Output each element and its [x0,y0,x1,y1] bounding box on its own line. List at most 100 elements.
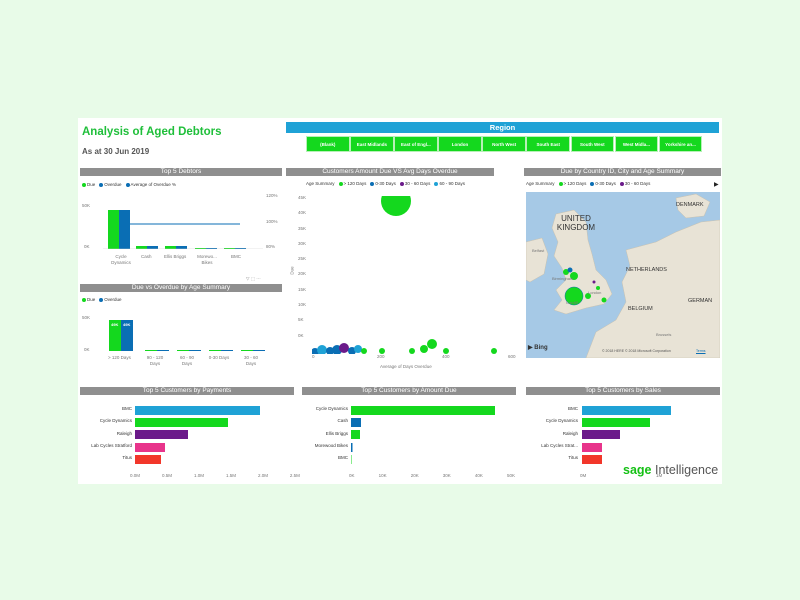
legend-item-60-90[interactable]: 60 - 90 Days [434,181,465,186]
x-tick: 0.0M [130,473,141,478]
map-label-netherlands: NETHERLANDS [626,267,667,273]
category-label: Cycle Dynamics [99,418,132,424]
legend-item-over-120[interactable]: > 120 Days [338,181,366,186]
scatter-point [339,343,349,353]
x-tick: 1.0M [193,473,204,478]
scatter-panel: Customers Amount Due VS Avg Days Overdue… [286,168,494,186]
region-button-blank[interactable]: (Blank) [306,136,350,152]
legend-item-average-overdue[interactable]: Average of Overdue % [125,182,176,187]
y-tick: 40K [298,210,307,216]
map-label-belgium: BELGIUM [628,306,653,312]
bing-logo: ▶ Bing [528,344,548,351]
map-copyright: © 2018 HERE © 2018 Microsoft Corporation [602,349,671,353]
x-tick: 60 - 90 Days [179,355,194,366]
y-tick: 10K [298,302,307,308]
bar-overdue-ellis-briggs [176,246,187,249]
scatter-point [354,345,362,353]
category-label: BMC [338,455,348,461]
x-tick: 40K [474,473,483,478]
amount-due-x-axis: 0K 10K 20K 30K 40K 50K [349,473,515,478]
category-label: Raleigh [116,430,132,436]
legend-item-0-30[interactable]: 0-30 Days [370,181,396,186]
legend-item-overdue[interactable]: Overdue [99,297,122,302]
x-tick: 1.5M [225,473,236,478]
x-tick-cash: Cash [141,254,152,259]
bar-overdue-0-30 [221,350,233,351]
bar-cycle-dynamics [351,406,495,415]
sage-wordmark: sage [623,463,652,477]
region-button-north-west[interactable]: North West [482,136,526,152]
category-label: Titus [122,455,132,461]
payments-x-axis: 0.0M 0.5M 1.0M 1.5M 2.0M 2.5M [130,473,300,478]
category-label: Cycle Dynamics [545,418,578,424]
map-bubble [567,267,573,273]
region-button-south-east[interactable]: South East [526,136,570,152]
x-tick: 2.0M [257,473,268,478]
bar-due-bmc [224,248,235,249]
payments-panel: Top 5 Customers by Payments [80,387,294,395]
x-tick-ellis-briggs: Ellis Briggs [164,254,187,259]
map-city-label: Belfast [532,248,545,253]
legend-item-30-60[interactable]: 30 - 60 Days [619,181,650,186]
age-summary-title: Due vs Overdue by Age Summary [80,284,282,292]
legend-item-over-120[interactable]: > 120 Days [558,181,586,186]
scatter-point [348,347,356,354]
amount-due-title: Top 5 Customers by Amount Due [302,387,516,395]
top5-debtors-legend: Due Overdue Average of Overdue % [82,182,282,187]
bar-due-0-30 [209,350,221,351]
bar-bmc [135,406,260,415]
sage-intelligence-logo: sage Intelligence [623,463,718,477]
region-button-west-midlands[interactable]: West Midla... [614,136,659,152]
category-label: Raleigh [562,430,578,436]
legend-item-overdue[interactable]: Overdue [99,182,122,187]
bar-overdue-90-120 [157,350,169,351]
legend-item-due[interactable]: Due [82,182,95,187]
scatter-point [361,348,367,354]
y-tick: 30K [298,240,307,246]
top5-debtors-panel: Top 5 Debtors Due Overdue Average of Ove… [80,168,282,187]
bar-overdue-30-60 [253,350,265,351]
map-terms-link[interactable]: Terms [696,349,706,353]
region-button-london[interactable]: London [438,136,482,152]
age-summary-chart [109,320,265,351]
y-tick: 0K [298,332,304,338]
x-tick: 30 - 60 Days [243,355,258,366]
bar-bmc [582,406,671,415]
legend-item-due[interactable]: Due [82,297,95,302]
scatter-point [317,345,327,354]
payments-title: Top 5 Customers by Payments [80,387,294,395]
y-tick: 20K [298,271,307,277]
map-bubble [564,286,584,306]
region-button-south-west[interactable]: South West [570,136,615,152]
region-button-yorkshire[interactable]: Yorkshire an... [658,136,703,152]
x-tick: 600 [508,354,516,359]
legend-scroll-arrow[interactable]: ▶ [714,182,719,188]
y-tick: 45K [298,195,307,200]
region-button-east-of-england[interactable]: East of Engl... [394,136,438,152]
map-land-continent [585,219,720,358]
x-tick: 20K [410,473,419,478]
legend-item-30-60[interactable]: 30 - 60 Days [399,181,430,186]
map-land-ireland [526,237,549,283]
x-tick: 0M [580,473,587,478]
bar-titus [582,455,602,464]
x-tick: 90 - 120 Days [146,355,164,366]
category-label: Cycle Dynamics [315,406,348,411]
scatter-point [420,345,428,353]
legend-item-0-30[interactable]: 0-30 Days [590,181,616,186]
sales-chart [582,406,671,464]
bar-due-cycle-dynamics [108,210,119,249]
payments-chart [135,406,260,464]
map-view[interactable] [526,192,720,358]
x-tick: 0K [349,473,355,478]
map-bubble [570,272,578,280]
x-tick: 10K [378,473,387,478]
page-subtitle: As at 30 Jun 2019 [82,147,150,156]
map-city-label: Brussels [656,332,672,337]
x-tick-morewood: Morewo... Bikes [197,254,217,265]
region-button-east-midlands[interactable]: East Midlands [350,136,394,152]
visual-header-icons[interactable]: ▽ ⬚ ⋯ [246,276,261,281]
map-label-denmark: DENMARK [676,202,704,208]
bar-cash [351,418,361,427]
bar-titus [135,455,161,464]
